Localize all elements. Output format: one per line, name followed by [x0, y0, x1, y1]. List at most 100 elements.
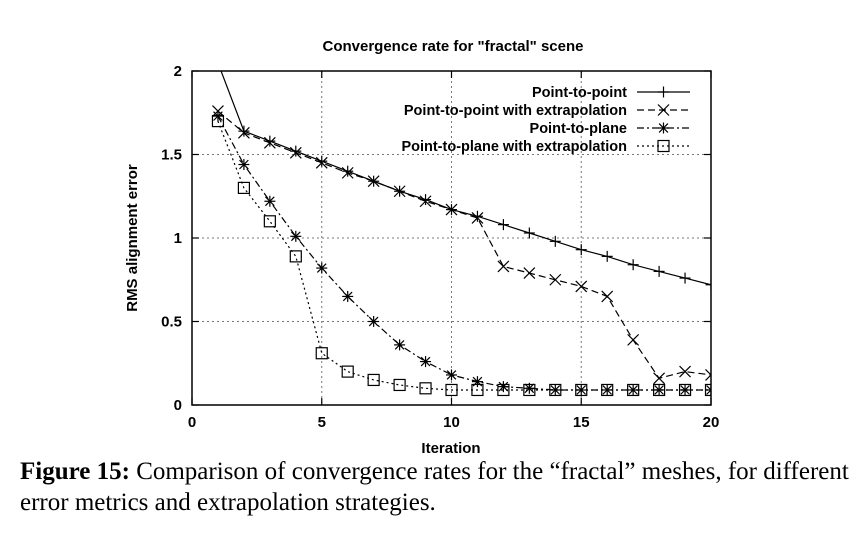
data-point: [367, 175, 380, 188]
data-point: [627, 333, 640, 346]
data-point: [212, 57, 223, 68]
data-point: [705, 369, 711, 381]
y-axis-label: RMS alignment error: [124, 164, 141, 312]
data-point: [315, 156, 328, 169]
data-point: [497, 383, 510, 397]
ticks: [191, 70, 712, 406]
data-point: [238, 125, 250, 137]
data-point: [575, 244, 587, 256]
data-point: [290, 145, 302, 157]
caption-label: Figure 15:: [20, 458, 130, 485]
data-point: [627, 383, 640, 397]
data-point: [341, 166, 354, 179]
data-point: [445, 203, 458, 216]
legend-marker: [658, 122, 669, 134]
data-point: [575, 383, 588, 397]
data-point: [237, 126, 250, 139]
data-point: [704, 383, 711, 397]
data-point: [263, 215, 276, 228]
data-point: [653, 372, 666, 385]
series-line: [217, 115, 711, 391]
series-line: [220, 71, 711, 286]
legend: Point-to-point Point-to-point with extrap…: [401, 85, 690, 155]
data-point: [471, 383, 484, 397]
data-point: [342, 165, 354, 177]
data-point: [446, 369, 457, 381]
data-point: [238, 159, 250, 171]
x-tick-label: 0: [188, 414, 196, 431]
data-point: [601, 290, 614, 303]
data-point: [393, 185, 406, 198]
chart: Convergence rate for "fractal" scene 0 5 1…: [124, 38, 719, 457]
data-point: [679, 365, 691, 378]
data-point: [523, 267, 536, 279]
y-tick-label: 1: [174, 230, 182, 247]
tick-labels: 0 5 10 15 20 0 0.5 1 1.5 2: [161, 63, 719, 431]
data-point: [394, 339, 406, 351]
data-point: [316, 262, 328, 274]
data-point: [601, 383, 614, 397]
data-point: [419, 382, 432, 395]
data-point: [420, 356, 432, 368]
legend-item: Point-to-point: [532, 85, 690, 101]
caption-text: Comparison of convergence rates for the …: [20, 458, 849, 516]
data-point: [575, 280, 588, 293]
grid: [192, 71, 711, 405]
y-tick-label: 1.5: [161, 147, 182, 164]
y-tick-label: 0.5: [161, 314, 182, 331]
series-3: [212, 110, 711, 396]
chart-title: Convergence rate for "fractal" scene: [323, 38, 584, 55]
legend-item: Point-to-plane: [530, 121, 690, 137]
data-point: [341, 365, 354, 378]
data-point: [315, 347, 328, 360]
figure-caption: Figure 15: Comparison of convergence rat…: [20, 456, 850, 518]
legend-marker: [658, 86, 669, 98]
legend-item: Point-to-point with extrapolation: [404, 103, 690, 119]
data-point: [211, 114, 225, 128]
legend-item: Point-to-plane with extrapolation: [401, 139, 690, 155]
data-point: [290, 230, 302, 242]
data-point: [497, 260, 510, 273]
data-point: [549, 235, 561, 247]
series-line: [217, 110, 711, 379]
data-point: [705, 279, 711, 291]
legend-label: Point-to-point: [532, 85, 627, 101]
data-point: [549, 273, 562, 286]
data-point: [289, 250, 302, 263]
data-point: [237, 181, 250, 194]
legend-label: Point-to-point with extrapolation: [404, 103, 627, 119]
data-point: [419, 195, 432, 208]
data-point: [601, 250, 613, 262]
data-point: [367, 373, 380, 387]
data-point: [445, 383, 458, 397]
series-line: [217, 120, 711, 391]
legend-label: Point-to-plane: [530, 121, 627, 137]
data-point: [549, 383, 562, 397]
x-tick-label: 10: [443, 414, 460, 431]
series-4: [211, 114, 711, 397]
data-point: [263, 136, 276, 149]
y-tick-label: 0: [174, 397, 182, 414]
data-point: [264, 195, 276, 207]
legend-marker: [657, 139, 670, 153]
data-point: [652, 383, 666, 397]
data-point: [523, 383, 536, 397]
data-point: [653, 265, 665, 277]
x-tick-label: 20: [703, 414, 720, 431]
x-axis-label: Iteration: [421, 440, 480, 457]
legend-marker: [657, 104, 670, 116]
data-point: [678, 383, 692, 397]
data-point: [627, 259, 639, 271]
data-point: [342, 290, 354, 302]
data-point: [368, 316, 380, 327]
data-point: [471, 376, 483, 388]
data-point: [679, 272, 691, 284]
data-point: [497, 219, 509, 231]
legend-label: Point-to-plane with extrapolation: [401, 139, 627, 155]
x-tick-label: 5: [318, 414, 326, 431]
series-2: [212, 105, 711, 385]
data-point: [289, 146, 302, 159]
y-tick-label: 2: [174, 63, 182, 80]
data-point: [393, 378, 406, 392]
data-point: [471, 212, 484, 224]
